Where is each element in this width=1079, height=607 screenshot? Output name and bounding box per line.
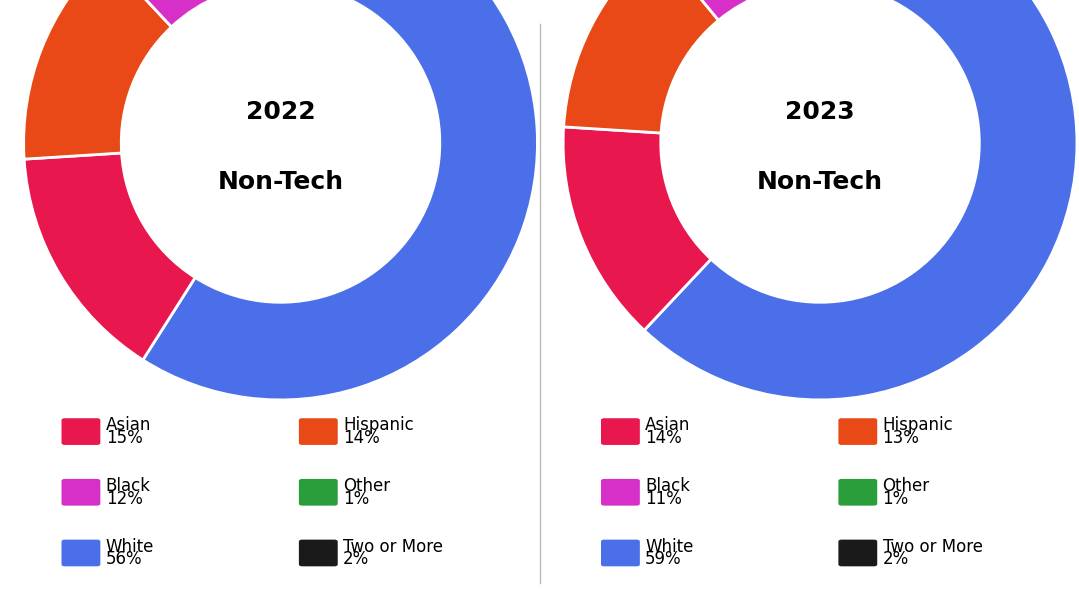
Text: 14%: 14%	[343, 429, 380, 447]
Text: 11%: 11%	[645, 490, 682, 507]
Text: Non-Tech: Non-Tech	[757, 169, 883, 194]
Text: 14%: 14%	[645, 429, 682, 447]
Text: 15%: 15%	[106, 429, 142, 447]
Text: 2%: 2%	[883, 551, 909, 568]
Text: 2022: 2022	[246, 100, 315, 124]
Wedge shape	[142, 0, 537, 400]
Text: Other: Other	[343, 477, 391, 495]
Text: White: White	[106, 538, 154, 555]
Text: Black: Black	[106, 477, 151, 495]
Text: 59%: 59%	[645, 551, 682, 568]
Text: Two or More: Two or More	[883, 538, 983, 555]
Text: 13%: 13%	[883, 429, 919, 447]
Text: 2023: 2023	[786, 100, 855, 124]
Text: Hispanic: Hispanic	[343, 416, 414, 434]
Wedge shape	[563, 127, 711, 330]
Text: Asian: Asian	[645, 416, 691, 434]
Wedge shape	[563, 0, 719, 133]
Text: Two or More: Two or More	[343, 538, 443, 555]
Text: 2%: 2%	[343, 551, 369, 568]
Text: 56%: 56%	[106, 551, 142, 568]
Wedge shape	[24, 153, 195, 360]
Text: Hispanic: Hispanic	[883, 416, 954, 434]
Text: Non-Tech: Non-Tech	[218, 169, 343, 194]
Text: Asian: Asian	[106, 416, 151, 434]
Text: 1%: 1%	[343, 490, 369, 507]
Text: Other: Other	[883, 477, 930, 495]
Text: 12%: 12%	[106, 490, 142, 507]
Wedge shape	[105, 0, 281, 27]
Text: 1%: 1%	[883, 490, 909, 507]
Text: Black: Black	[645, 477, 691, 495]
Wedge shape	[656, 0, 820, 20]
Wedge shape	[24, 0, 172, 159]
Text: White: White	[645, 538, 694, 555]
Wedge shape	[644, 0, 1077, 400]
